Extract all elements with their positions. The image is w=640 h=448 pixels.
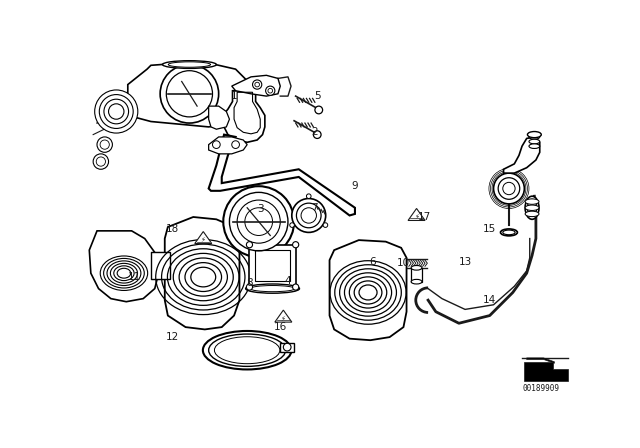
Bar xyxy=(151,252,170,280)
Polygon shape xyxy=(209,106,230,129)
Polygon shape xyxy=(527,358,554,363)
Circle shape xyxy=(315,106,323,114)
Text: 8: 8 xyxy=(246,278,253,288)
Polygon shape xyxy=(524,362,568,381)
Ellipse shape xyxy=(529,144,540,148)
Bar xyxy=(255,250,289,281)
Text: 17: 17 xyxy=(418,212,431,222)
Circle shape xyxy=(292,284,299,290)
Text: 11: 11 xyxy=(127,272,141,282)
Circle shape xyxy=(245,208,273,236)
Bar xyxy=(250,245,296,287)
Polygon shape xyxy=(504,137,540,173)
Text: 13: 13 xyxy=(458,257,472,267)
Circle shape xyxy=(212,141,220,148)
Circle shape xyxy=(246,241,253,248)
Text: 00189909: 00189909 xyxy=(523,384,560,393)
Circle shape xyxy=(253,80,262,89)
Ellipse shape xyxy=(411,266,422,270)
Ellipse shape xyxy=(246,284,300,293)
Circle shape xyxy=(307,194,311,198)
Text: 6: 6 xyxy=(369,257,376,267)
Ellipse shape xyxy=(525,196,539,220)
Text: ⚡: ⚡ xyxy=(281,316,286,322)
Text: 9: 9 xyxy=(351,181,358,191)
Text: 14: 14 xyxy=(483,295,497,305)
Text: ⚡: ⚡ xyxy=(414,214,419,220)
Polygon shape xyxy=(408,208,425,220)
Polygon shape xyxy=(330,240,406,340)
Polygon shape xyxy=(90,231,159,302)
Ellipse shape xyxy=(500,229,517,236)
Ellipse shape xyxy=(525,205,539,211)
Text: 3: 3 xyxy=(257,204,264,214)
Text: 16: 16 xyxy=(274,322,287,332)
Polygon shape xyxy=(164,217,239,329)
Circle shape xyxy=(230,192,288,251)
Ellipse shape xyxy=(525,211,539,217)
Ellipse shape xyxy=(529,134,540,139)
Ellipse shape xyxy=(411,280,422,284)
Ellipse shape xyxy=(163,60,216,69)
Circle shape xyxy=(314,131,321,138)
Circle shape xyxy=(323,223,328,228)
Circle shape xyxy=(246,284,253,290)
Ellipse shape xyxy=(529,139,540,144)
Bar xyxy=(280,343,294,352)
Circle shape xyxy=(284,343,291,351)
Text: 15: 15 xyxy=(483,224,497,234)
Text: 18: 18 xyxy=(166,224,179,234)
Polygon shape xyxy=(209,137,247,154)
Circle shape xyxy=(95,90,138,133)
Polygon shape xyxy=(128,63,247,127)
Polygon shape xyxy=(209,134,355,215)
Ellipse shape xyxy=(203,331,291,370)
Ellipse shape xyxy=(525,199,539,204)
Text: 2: 2 xyxy=(311,127,317,137)
Bar xyxy=(411,268,422,282)
Text: 7: 7 xyxy=(311,203,317,213)
Circle shape xyxy=(292,198,326,233)
Ellipse shape xyxy=(527,132,541,138)
Text: ⚡: ⚡ xyxy=(201,237,205,243)
Circle shape xyxy=(292,241,299,248)
Circle shape xyxy=(266,86,275,95)
Polygon shape xyxy=(275,310,292,322)
Circle shape xyxy=(232,141,239,148)
Polygon shape xyxy=(224,90,265,142)
Text: 4: 4 xyxy=(285,276,291,286)
Text: 10: 10 xyxy=(397,258,410,268)
Polygon shape xyxy=(232,75,280,96)
Circle shape xyxy=(160,65,219,123)
Polygon shape xyxy=(195,232,212,244)
Text: 12: 12 xyxy=(166,332,179,342)
Circle shape xyxy=(290,223,294,228)
Circle shape xyxy=(93,154,109,169)
Text: 5: 5 xyxy=(315,91,321,101)
Text: 1: 1 xyxy=(231,91,237,101)
Circle shape xyxy=(223,186,294,257)
Circle shape xyxy=(97,137,113,152)
Circle shape xyxy=(493,173,524,204)
